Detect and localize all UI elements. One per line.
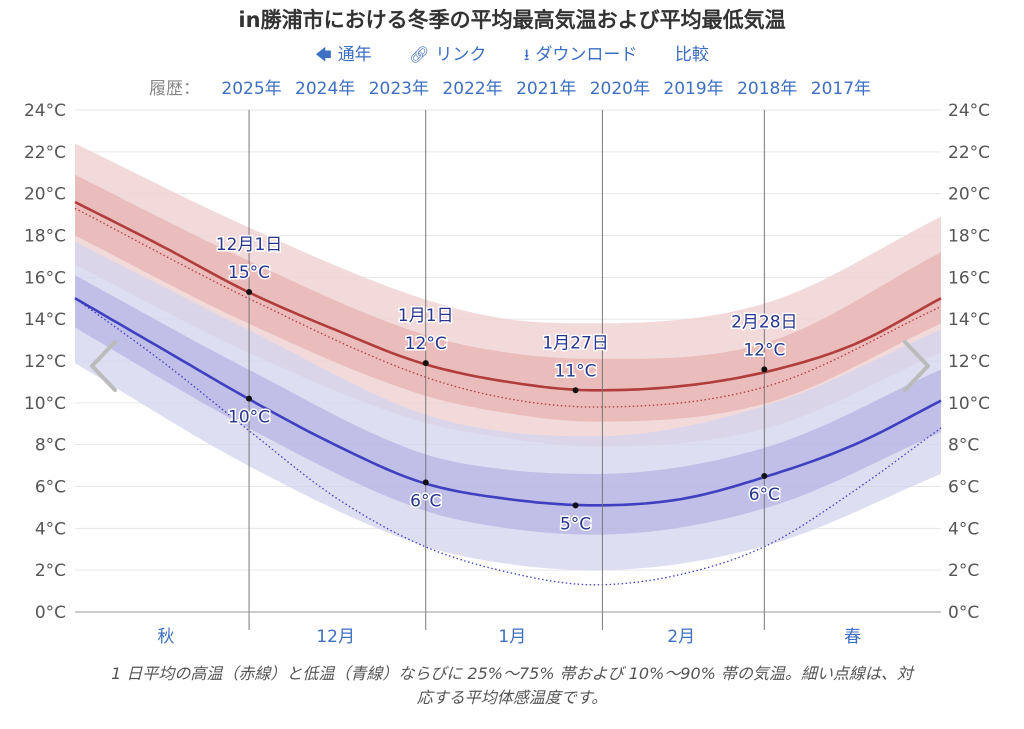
y-tick-label-left: 12°C <box>24 352 66 372</box>
history-year[interactable]: 2021年 <box>516 79 577 99</box>
y-tick-label-right: 18°C <box>948 227 990 247</box>
high-temperature-line <box>74 200 942 392</box>
annotation-point <box>246 395 253 402</box>
download-label: ダウンロード <box>535 45 638 65</box>
history-year[interactable]: 2023年 <box>368 79 429 99</box>
low-feels-like-line <box>74 297 942 586</box>
y-tick-label-left: 22°C <box>24 143 66 163</box>
compare-link[interactable]: 比較 <box>675 45 709 65</box>
y-tick-label-right: 24°C <box>948 101 990 121</box>
y-tick-label-right: 6°C <box>948 478 979 498</box>
compare-label: 比較 <box>674 45 709 65</box>
y-tick-label-left: 2°C <box>35 561 66 581</box>
caption-line-1: 1 日平均の高温（赤線）と低温（青線）ならびに 25%～75% 帯および 10%… <box>111 664 913 683</box>
y-tick-label-right: 0°C <box>948 603 979 623</box>
annotation-date-label: 1月27日 <box>542 333 608 353</box>
history-bar: 履歴： 2025年 2024年 2023年 2022年 2021年 2020年 … <box>0 74 1024 99</box>
y-tick-label-right: 16°C <box>948 268 990 288</box>
chart-caption: 1 日平均の高温（赤線）と低温（青線）ならびに 25%～75% 帯および 10%… <box>40 662 984 710</box>
history-year[interactable]: 2018年 <box>737 79 798 99</box>
annotation-point <box>572 387 579 394</box>
annotation-value-label: 11°C <box>555 361 597 381</box>
annotation-value-label: 6°C <box>410 491 441 511</box>
y-tick-label-left: 16°C <box>24 268 66 288</box>
y-tick-label-right: 12°C <box>948 352 990 372</box>
y-tick-label-left: 8°C <box>35 436 66 456</box>
chart-links: 🡄 通年 🔗︎ リンク ⭳ ダウンロード 比較 <box>0 40 1024 71</box>
history-year[interactable]: 2019年 <box>663 79 724 99</box>
y-tick-label-right: 2°C <box>948 561 979 581</box>
y-tick-label-left: 14°C <box>24 310 66 330</box>
y-tick-label-left: 0°C <box>35 603 66 623</box>
x-tick-label: 12月 <box>316 627 355 647</box>
annotation-value-label: 15°C <box>228 263 270 283</box>
low-band-25-75 <box>75 275 941 535</box>
y-tick-label-right: 20°C <box>948 185 990 205</box>
annotation-value-label: 12°C <box>405 334 447 354</box>
annotation-point <box>422 360 429 367</box>
x-tick-label: 1月 <box>498 627 526 647</box>
annual-link[interactable]: 🡄 通年 <box>315 45 372 65</box>
caption-line-2: 応する平均体感温度です。 <box>416 688 608 707</box>
y-tick-label-left: 6°C <box>35 478 66 498</box>
annual-label: 通年 <box>337 45 372 65</box>
history-year[interactable]: 2022年 <box>442 79 503 99</box>
annotation-date-label: 12月1日 <box>216 235 282 255</box>
y-tick-label-right: 4°C <box>948 519 979 539</box>
high-band-25-75 <box>75 174 941 422</box>
y-tick-label-left: 20°C <box>24 185 66 205</box>
y-tick-label-right: 10°C <box>948 394 990 414</box>
link-icon: 🔗︎ <box>409 45 430 64</box>
history-year[interactable]: 2025年 <box>221 79 282 99</box>
y-tick-label-left: 4°C <box>35 519 66 539</box>
x-tick-label: 春 <box>844 627 861 647</box>
y-tick-label-right: 14°C <box>948 310 990 330</box>
arrow-left-icon: 🡄 <box>315 45 332 64</box>
y-tick-label-left: 10°C <box>24 394 66 414</box>
annotation-date-label: 1月1日 <box>398 306 454 326</box>
x-tick-label: 秋 <box>157 627 174 647</box>
history-label: 履歴： <box>148 79 200 99</box>
share-link[interactable]: 🔗︎ リンク <box>409 45 486 65</box>
history-year[interactable]: 2017年 <box>810 79 872 99</box>
annotation-date-label: 2月28日 <box>731 312 797 332</box>
download-icon: ⭳ <box>523 45 530 64</box>
y-tick-label-left: 18°C <box>24 227 66 247</box>
annotation-value-label: 12°C <box>743 340 785 360</box>
link-label: リンク <box>435 45 487 65</box>
annotation-point <box>246 288 253 295</box>
annotation-value-label: 10°C <box>228 408 270 428</box>
annotation-value-label: 6°C <box>749 485 780 505</box>
y-tick-label-right: 8°C <box>948 436 979 456</box>
annotation-point <box>572 502 579 509</box>
annotation-value-label: 5°C <box>560 514 591 534</box>
annotation-point <box>761 366 768 373</box>
history-year[interactable]: 2020年 <box>589 79 650 99</box>
annotation-point <box>761 473 768 480</box>
chevron-right-icon[interactable] <box>903 340 930 392</box>
low-temperature-line <box>74 297 942 507</box>
annotation-point <box>422 479 429 486</box>
download-link[interactable]: ⭳ ダウンロード <box>524 45 638 65</box>
y-tick-label-left: 24°C <box>24 101 66 121</box>
history-year[interactable]: 2024年 <box>295 79 356 99</box>
x-tick-label: 2月 <box>667 627 695 647</box>
chevron-left-icon[interactable] <box>90 340 117 392</box>
y-tick-label-right: 22°C <box>948 143 990 163</box>
chart-title: in勝浦市における冬季の平均最高気温および平均最低気温 <box>238 8 786 32</box>
